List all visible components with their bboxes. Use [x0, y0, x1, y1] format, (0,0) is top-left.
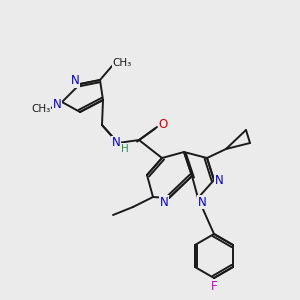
Text: CH₃: CH₃: [32, 104, 51, 114]
Text: N: N: [198, 196, 206, 208]
Text: N: N: [52, 98, 62, 112]
Text: N: N: [214, 173, 224, 187]
Text: N: N: [112, 136, 120, 149]
Text: F: F: [211, 280, 217, 292]
Text: O: O: [158, 118, 168, 131]
Text: CH₃: CH₃: [112, 58, 132, 68]
Text: N: N: [70, 74, 80, 88]
Text: H: H: [121, 144, 129, 154]
Text: N: N: [160, 196, 168, 208]
